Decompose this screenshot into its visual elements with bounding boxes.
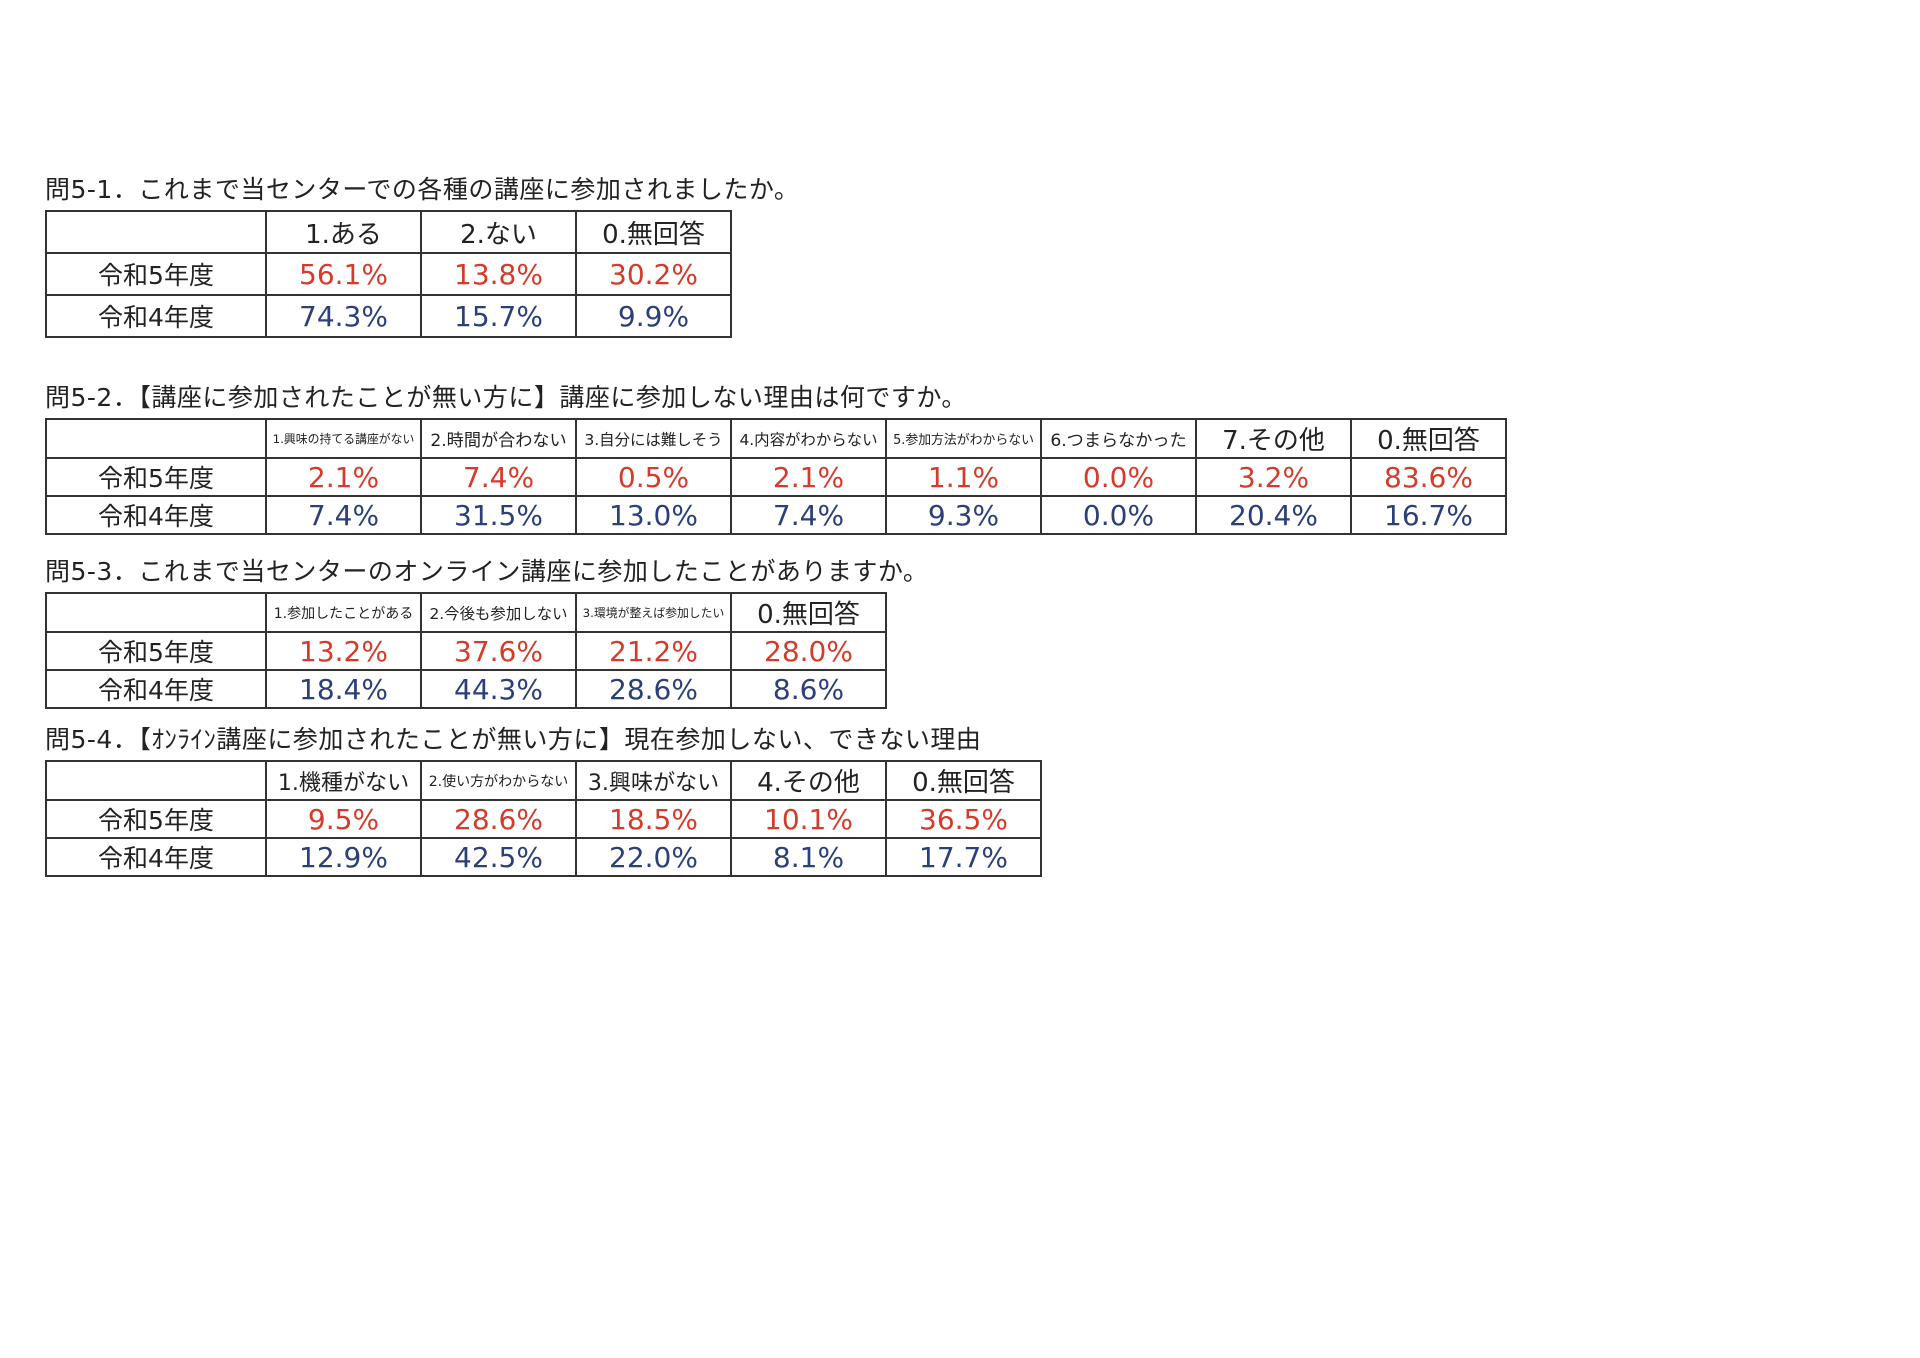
data-table: 1.ある 2.ない 0.無回答 令和5年度 56.1% 13.8% 30.2% 令和4年度 74…: [45, 210, 732, 338]
column-header: 0.無回答: [730, 592, 887, 633]
value-cell: 30.2%: [575, 252, 732, 296]
table-row: 令和5年度 2.1% 7.4% 0.5% 2.1% 1.1% 0.0% 3.2% 83.6%: [45, 457, 1507, 497]
column-header: 1.興味の持てる講座がない: [265, 418, 422, 459]
value-cell: 7.4%: [265, 495, 422, 535]
row-label: 令和5年度: [45, 252, 267, 296]
value-cell: 2.1%: [265, 457, 422, 497]
row-label: 令和5年度: [45, 799, 267, 839]
column-header: 2.今後も参加しない: [420, 592, 577, 633]
value-cell: 18.4%: [265, 669, 422, 709]
table-row: 令和4年度 18.4% 44.3% 28.6% 8.6%: [45, 669, 887, 709]
value-cell: 42.5%: [420, 837, 577, 877]
value-cell: 12.9%: [265, 837, 422, 877]
table-row: 令和4年度 74.3% 15.7% 9.9%: [45, 294, 732, 338]
row-label: 令和4年度: [45, 294, 267, 338]
table-row: 1.参加したことがある 2.今後も参加しない 3.環境が整えば参加したい 0.無回答: [45, 592, 887, 633]
table-row: 令和4年度 12.9% 42.5% 22.0% 8.1% 17.7%: [45, 837, 1042, 877]
section: 問5-1．これまで当センターでの各種の講座に参加されましたか。 1.ある 2.ない 0…: [45, 172, 799, 338]
value-cell: 13.8%: [420, 252, 577, 296]
column-header: 2.使い方がわからない: [420, 760, 577, 801]
table-row: 令和5年度 9.5% 28.6% 18.5% 10.1% 36.5%: [45, 799, 1042, 839]
column-header: 4.その他: [730, 760, 887, 801]
column-header: 1.参加したことがある: [265, 592, 422, 633]
value-cell: 2.1%: [730, 457, 887, 497]
value-cell: 10.1%: [730, 799, 887, 839]
corner-cell: [45, 210, 267, 254]
section-title: 問5-4．【ｵﾝﾗｲﾝ講座に参加されたことが無い方に】現在参加しない、できない理…: [45, 725, 982, 754]
column-header: 6.つまらなかった: [1040, 418, 1197, 459]
table-row: 1.ある 2.ない 0.無回答: [45, 210, 732, 254]
value-cell: 9.3%: [885, 495, 1042, 535]
section-title: 問5-3．これまで当センターのオンライン講座に参加したことがありますか。: [45, 557, 929, 586]
value-cell: 22.0%: [575, 837, 732, 877]
value-cell: 36.5%: [885, 799, 1042, 839]
value-cell: 15.7%: [420, 294, 577, 338]
column-header: 2.ない: [420, 210, 577, 254]
value-cell: 7.4%: [730, 495, 887, 535]
section-title: 問5-2．【講座に参加されたことが無い方に】講座に参加しない理由は何ですか。: [45, 383, 967, 412]
value-cell: 3.2%: [1195, 457, 1352, 497]
column-header: 5.参加方法がわからない: [885, 418, 1042, 459]
column-header: 2.時間が合わない: [420, 418, 577, 459]
value-cell: 56.1%: [265, 252, 422, 296]
section-title: 問5-1．これまで当センターでの各種の講座に参加されましたか。: [45, 175, 800, 204]
value-cell: 74.3%: [265, 294, 422, 338]
value-cell: 20.4%: [1195, 495, 1352, 535]
table-row: 令和4年度 7.4% 31.5% 13.0% 7.4% 9.3% 0.0% 20.4% 16.7…: [45, 495, 1507, 535]
value-cell: 8.1%: [730, 837, 887, 877]
value-cell: 17.7%: [885, 837, 1042, 877]
value-cell: 28.0%: [730, 631, 887, 671]
value-cell: 9.9%: [575, 294, 732, 338]
value-cell: 37.6%: [420, 631, 577, 671]
column-header: 7.その他: [1195, 418, 1352, 459]
table-row: 1.興味の持てる講座がない 2.時間が合わない 3.自分には難しそう 4.内容がわから…: [45, 418, 1507, 459]
section: 問5-2．【講座に参加されたことが無い方に】講座に参加しない理由は何ですか。 1.…: [45, 380, 1507, 535]
value-cell: 31.5%: [420, 495, 577, 535]
data-table: 1.参加したことがある 2.今後も参加しない 3.環境が整えば参加したい 0.無回答令…: [45, 592, 887, 709]
value-cell: 83.6%: [1350, 457, 1507, 497]
column-header: 1.機種がない: [265, 760, 422, 801]
column-header: 1.ある: [265, 210, 422, 254]
value-cell: 28.6%: [420, 799, 577, 839]
table-row: 令和5年度 56.1% 13.8% 30.2%: [45, 252, 732, 296]
value-cell: 21.2%: [575, 631, 732, 671]
corner-cell: [45, 592, 267, 633]
value-cell: 13.2%: [265, 631, 422, 671]
value-cell: 1.1%: [885, 457, 1042, 497]
column-header: 0.無回答: [575, 210, 732, 254]
value-cell: 0.5%: [575, 457, 732, 497]
table-row: 1.機種がない 2.使い方がわからない 3.興味がない 4.その他 0.無回答: [45, 760, 1042, 801]
corner-cell: [45, 760, 267, 801]
section: 問5-4．【ｵﾝﾗｲﾝ講座に参加されたことが無い方に】現在参加しない、できない理…: [45, 722, 1042, 877]
row-label: 令和5年度: [45, 631, 267, 671]
value-cell: 0.0%: [1040, 495, 1197, 535]
value-cell: 28.6%: [575, 669, 732, 709]
value-cell: 13.0%: [575, 495, 732, 535]
row-label: 令和4年度: [45, 837, 267, 877]
column-header: 0.無回答: [885, 760, 1042, 801]
row-label: 令和5年度: [45, 457, 267, 497]
corner-cell: [45, 418, 267, 459]
value-cell: 44.3%: [420, 669, 577, 709]
table-row: 令和5年度 13.2% 37.6% 21.2% 28.0%: [45, 631, 887, 671]
data-table: 1.機種がない 2.使い方がわからない 3.興味がない 4.その他 0.無回答 令和5年度…: [45, 760, 1042, 877]
row-label: 令和4年度: [45, 669, 267, 709]
data-table: 1.興味の持てる講座がない 2.時間が合わない 3.自分には難しそう 4.内容がわから…: [45, 418, 1507, 535]
column-header: 4.内容がわからない: [730, 418, 887, 459]
row-label: 令和4年度: [45, 495, 267, 535]
value-cell: 16.7%: [1350, 495, 1507, 535]
value-cell: 0.0%: [1040, 457, 1197, 497]
value-cell: 8.6%: [730, 669, 887, 709]
value-cell: 9.5%: [265, 799, 422, 839]
section: 問5-3．これまで当センターのオンライン講座に参加したことがありますか。 1.参加…: [45, 554, 928, 709]
column-header: 3.興味がない: [575, 760, 732, 801]
column-header: 3.自分には難しそう: [575, 418, 732, 459]
value-cell: 18.5%: [575, 799, 732, 839]
column-header: 3.環境が整えば参加したい: [575, 592, 732, 633]
value-cell: 7.4%: [420, 457, 577, 497]
column-header: 0.無回答: [1350, 418, 1507, 459]
